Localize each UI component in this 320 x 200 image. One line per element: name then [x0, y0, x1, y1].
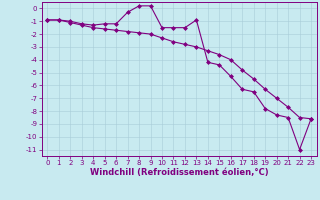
- X-axis label: Windchill (Refroidissement éolien,°C): Windchill (Refroidissement éolien,°C): [90, 168, 268, 177]
